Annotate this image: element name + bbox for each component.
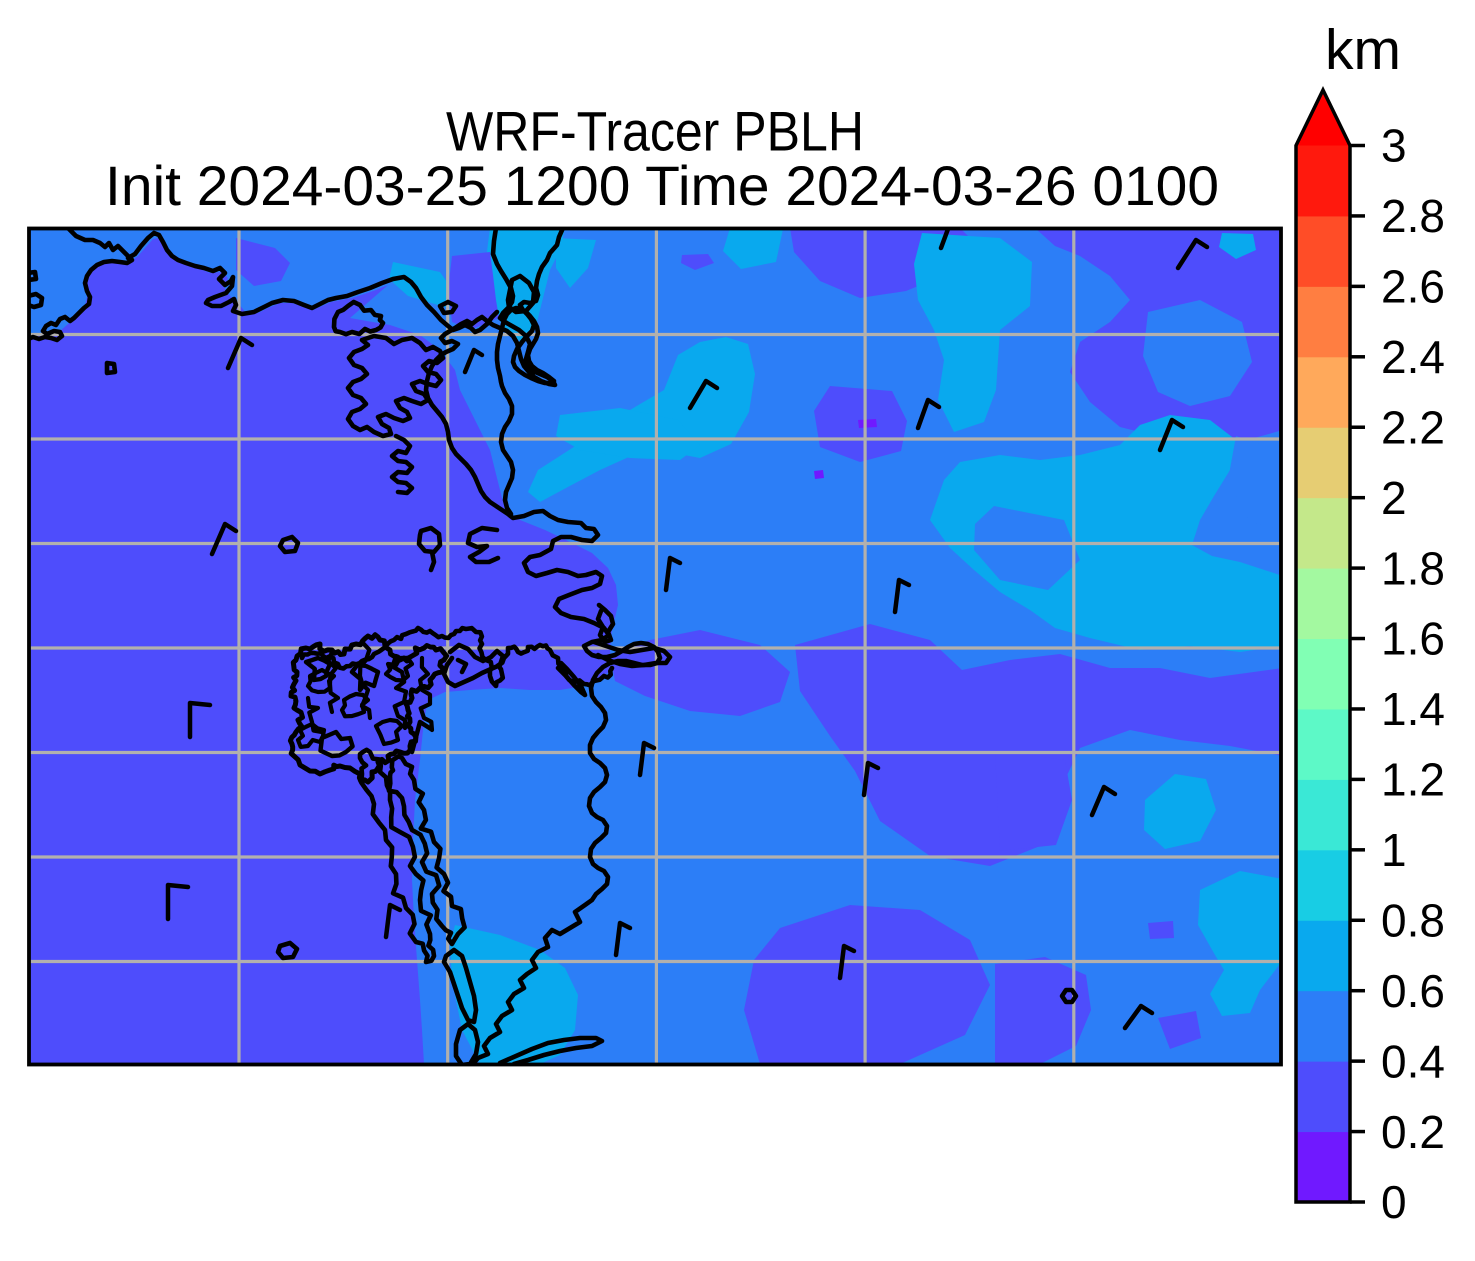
svg-text:1.4: 1.4 xyxy=(1381,683,1445,735)
svg-text:3: 3 xyxy=(1381,120,1407,172)
svg-text:2.6: 2.6 xyxy=(1381,261,1445,313)
svg-text:1: 1 xyxy=(1381,824,1407,876)
svg-text:0.4: 0.4 xyxy=(1381,1035,1445,1087)
svg-text:1.8: 1.8 xyxy=(1381,542,1445,594)
svg-text:km: km xyxy=(1325,18,1401,82)
svg-text:2.8: 2.8 xyxy=(1381,190,1445,242)
svg-text:0.2: 0.2 xyxy=(1381,1106,1445,1158)
svg-text:2.4: 2.4 xyxy=(1381,331,1445,383)
svg-text:2.2: 2.2 xyxy=(1381,401,1445,453)
svg-text:Init 2024-03-25 1200 Time 2024: Init 2024-03-25 1200 Time 2024-03-26 010… xyxy=(105,154,1219,217)
svg-text:2: 2 xyxy=(1381,472,1407,524)
svg-text:1.2: 1.2 xyxy=(1381,754,1445,806)
svg-text:WRF-Tracer PBLH: WRF-Tracer PBLH xyxy=(446,100,864,163)
svg-text:1.6: 1.6 xyxy=(1381,613,1445,665)
svg-text:0.8: 0.8 xyxy=(1381,894,1445,946)
svg-text:0: 0 xyxy=(1381,1176,1407,1228)
svg-text:0.6: 0.6 xyxy=(1381,965,1445,1017)
